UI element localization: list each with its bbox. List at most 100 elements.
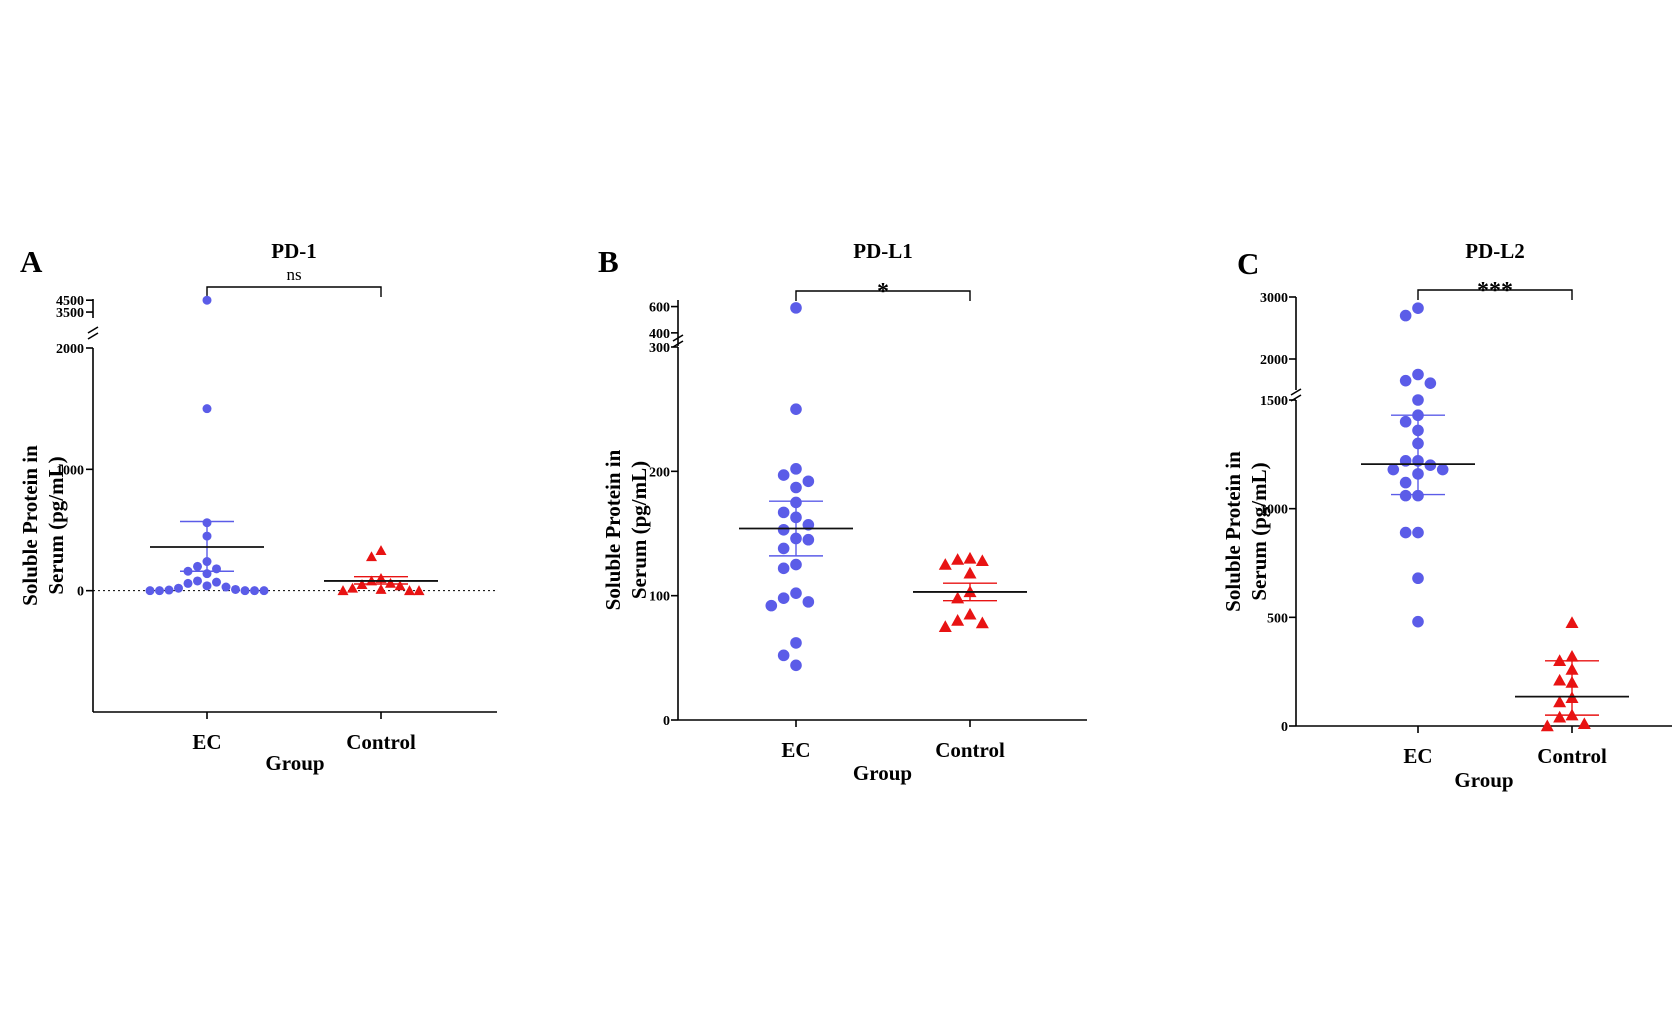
data-point-control bbox=[413, 585, 425, 596]
data-point-ec bbox=[1412, 526, 1424, 539]
axis-break-mark bbox=[672, 334, 684, 342]
data-point-ec bbox=[1412, 368, 1424, 381]
data-point-control bbox=[951, 614, 965, 626]
y-tick-label: 1000 bbox=[1260, 503, 1288, 518]
data-point-ec bbox=[212, 564, 221, 574]
y-axis-title-line: Serum (pg/mL) bbox=[1247, 462, 1271, 600]
data-point-ec bbox=[1412, 489, 1424, 502]
y-tick-label: 1500 bbox=[1260, 394, 1288, 409]
data-point-ec bbox=[250, 586, 259, 596]
panel-letter: B bbox=[598, 244, 619, 279]
data-point-control bbox=[347, 582, 358, 593]
data-point-ec bbox=[174, 583, 183, 593]
y-tick-label: 3500 bbox=[56, 306, 84, 321]
data-point-ec bbox=[777, 542, 790, 555]
data-point-ec bbox=[802, 533, 815, 546]
y-tick-label: 4500 bbox=[56, 294, 84, 309]
data-point-control bbox=[394, 580, 406, 591]
y-tick-label: 1000 bbox=[56, 463, 84, 478]
significance-bracket bbox=[206, 286, 382, 297]
x-tick-label: Control bbox=[346, 730, 416, 754]
x-tick-label: EC bbox=[192, 730, 221, 754]
data-point-ec bbox=[145, 586, 155, 596]
significance-bracket bbox=[1417, 289, 1573, 300]
data-point-ec bbox=[1412, 394, 1424, 406]
data-point-ec bbox=[1399, 476, 1412, 489]
y-tick-label: 100 bbox=[649, 590, 670, 605]
data-point-ec bbox=[790, 481, 802, 494]
significance-label: ns bbox=[286, 265, 301, 284]
data-point-ec bbox=[1424, 377, 1437, 389]
significance-label: * bbox=[877, 279, 889, 305]
data-point-ec bbox=[1412, 302, 1424, 314]
axis-break-mark bbox=[1290, 388, 1302, 396]
data-point-ec bbox=[164, 585, 174, 595]
data-point-control bbox=[375, 545, 387, 556]
data-point-ec bbox=[259, 586, 269, 596]
chart-title: PD-L1 bbox=[853, 239, 913, 263]
y-axis-title: Soluble Protein inSerum (pg/mL) bbox=[1221, 451, 1271, 612]
data-point-control bbox=[975, 616, 989, 629]
y-axis-title-line: Soluble Protein in bbox=[601, 449, 625, 610]
data-point-control bbox=[1553, 673, 1567, 686]
data-point-control bbox=[938, 620, 952, 632]
data-point-ec bbox=[790, 637, 802, 649]
y-tick-label: 0 bbox=[77, 585, 84, 600]
data-point-control bbox=[1565, 616, 1579, 628]
y-tick-label: 400 bbox=[649, 327, 670, 342]
data-point-control bbox=[963, 607, 977, 620]
y-tick-label: 2000 bbox=[56, 342, 84, 357]
y-tick-label: 300 bbox=[649, 341, 670, 356]
data-point-ec bbox=[777, 469, 790, 481]
y-axis-title: Soluble Protein inSerum (pg/mL) bbox=[18, 445, 68, 606]
data-point-ec bbox=[777, 523, 790, 536]
significance-bracket bbox=[795, 290, 971, 301]
y-tick-label: 0 bbox=[1281, 720, 1288, 735]
significance-label: *** bbox=[1477, 278, 1513, 304]
y-axis-title-line: Soluble Protein in bbox=[1221, 451, 1245, 612]
axis-break-mark bbox=[672, 340, 684, 348]
x-axis-title: Group bbox=[1454, 768, 1513, 792]
data-point-ec bbox=[802, 596, 815, 608]
data-point-ec bbox=[790, 403, 802, 415]
y-tick-label: 600 bbox=[649, 301, 670, 316]
y-tick-label: 200 bbox=[649, 465, 670, 480]
y-tick-label: 3000 bbox=[1260, 291, 1288, 306]
data-point-ec bbox=[790, 558, 802, 571]
x-tick-label: Control bbox=[1537, 744, 1607, 768]
data-point-ec bbox=[183, 578, 193, 588]
data-point-ec bbox=[231, 584, 240, 594]
data-point-ec bbox=[777, 562, 790, 575]
data-point-ec bbox=[1399, 489, 1412, 502]
data-point-ec bbox=[193, 561, 202, 571]
data-point-ec bbox=[790, 302, 802, 314]
data-point-ec bbox=[1399, 374, 1412, 387]
data-point-ec bbox=[202, 581, 212, 591]
data-point-control bbox=[938, 558, 952, 570]
data-point-ec bbox=[1424, 459, 1437, 472]
data-point-control bbox=[963, 551, 977, 564]
data-point-control bbox=[337, 585, 349, 596]
x-axis-title: Group bbox=[265, 751, 324, 775]
data-point-ec bbox=[1399, 415, 1412, 428]
data-point-ec bbox=[1399, 309, 1412, 322]
data-point-control bbox=[1553, 695, 1567, 708]
data-point-ec bbox=[790, 463, 802, 475]
data-point-ec bbox=[1412, 615, 1424, 628]
data-point-ec bbox=[765, 599, 778, 612]
y-axis-title-line: Serum (pg/mL) bbox=[44, 456, 68, 594]
data-point-ec bbox=[1387, 463, 1400, 476]
data-point-ec bbox=[1399, 526, 1412, 539]
data-point-control bbox=[951, 553, 965, 565]
data-point-ec bbox=[777, 649, 790, 662]
x-tick-label: Control bbox=[935, 738, 1005, 762]
data-point-control bbox=[375, 583, 387, 594]
data-point-ec bbox=[777, 592, 790, 604]
data-point-ec bbox=[790, 587, 802, 599]
data-point-ec bbox=[240, 586, 250, 596]
data-point-control bbox=[385, 577, 396, 588]
data-point-control bbox=[1540, 719, 1554, 732]
